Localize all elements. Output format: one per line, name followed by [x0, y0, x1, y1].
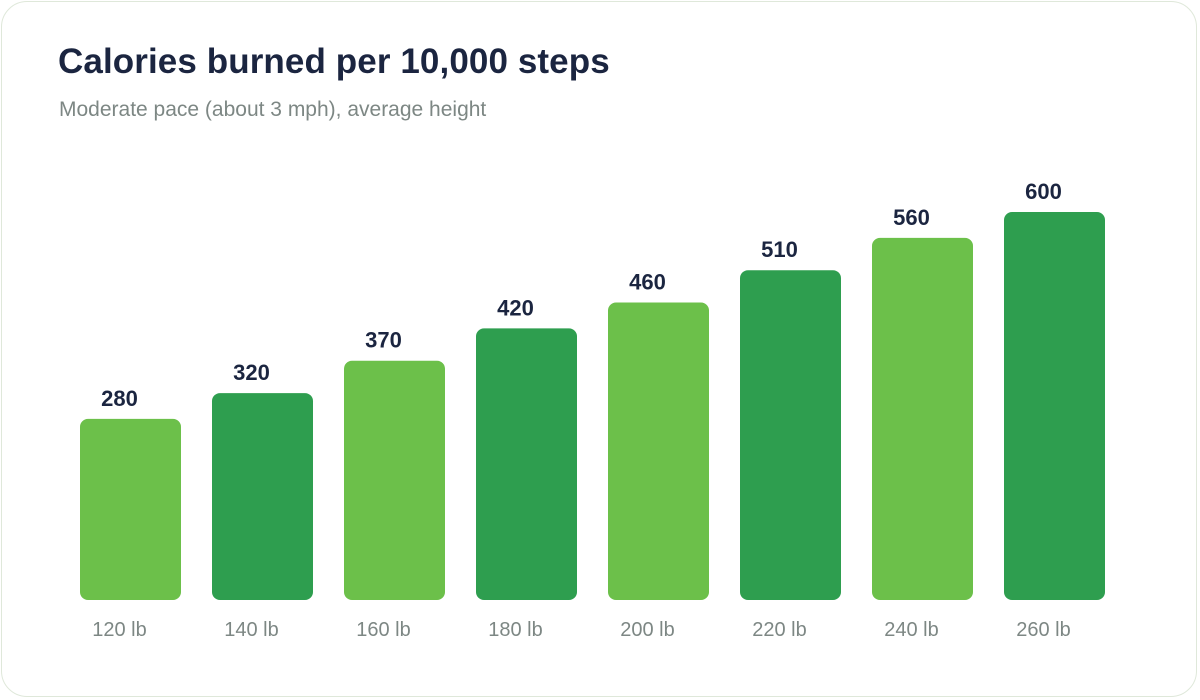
value-label: 280 — [101, 386, 138, 411]
value-label: 420 — [497, 295, 534, 320]
bar-220-lb — [740, 270, 841, 600]
chart-title: Calories burned per 10,000 steps — [58, 42, 610, 81]
x-tick-label: 200 lb — [620, 619, 675, 641]
bar-120-lb — [80, 418, 181, 600]
bar-160-lb — [344, 360, 445, 600]
value-label: 510 — [761, 237, 798, 262]
value-label: 320 — [233, 360, 270, 385]
x-tick-label: 140 lb — [224, 619, 279, 641]
chart-subtitle: Moderate pace (about 3 mph), average hei… — [59, 98, 487, 121]
bar-180-lb — [476, 328, 577, 600]
x-tick-label: 260 lb — [1016, 619, 1071, 641]
x-tick-label: 160 lb — [356, 619, 411, 641]
x-tick-label: 180 lb — [488, 619, 543, 641]
x-tick-label: 240 lb — [884, 619, 939, 641]
value-label: 600 — [1025, 179, 1062, 204]
value-label: 370 — [365, 328, 402, 353]
bar-200-lb — [608, 302, 709, 600]
value-label: 460 — [629, 270, 666, 295]
bar-260-lb — [1004, 212, 1105, 600]
x-tick-label: 120 lb — [92, 619, 147, 641]
bar-240-lb — [872, 237, 973, 600]
value-label: 560 — [893, 205, 930, 230]
x-tick-label: 220 lb — [752, 619, 807, 641]
bar-140-lb — [212, 393, 313, 600]
